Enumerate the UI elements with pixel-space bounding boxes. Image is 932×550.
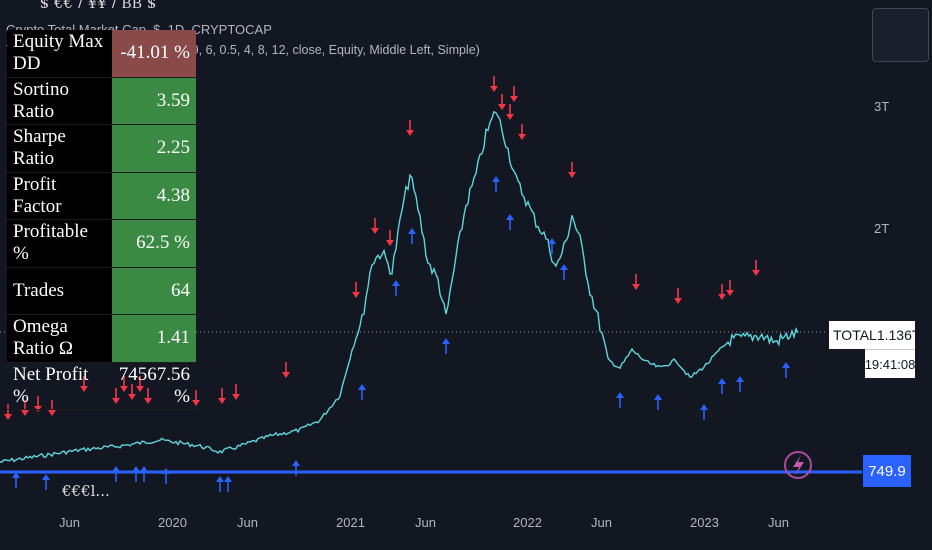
metric-label: Sharpe Ratio (7, 124, 113, 173)
buy-signal-arrow-head (224, 476, 232, 482)
sell-signal-arrow-head (568, 172, 576, 178)
buy-signal-arrow-head (492, 176, 500, 182)
sell-signal-arrow-head (518, 134, 526, 140)
time-axis-label: Jun (415, 515, 436, 530)
buy-signal-arrow-head (140, 466, 148, 472)
current-price-tag: TOTAL 1.136T 19:41:08 (829, 321, 920, 383)
metric-label: Trades (7, 267, 113, 315)
buy-signal-arrow-head (112, 466, 120, 472)
metric-label: Profitable % (7, 219, 113, 268)
sell-signal-arrow-head (218, 398, 226, 404)
time-axis-label: Jun (59, 515, 80, 530)
sell-signal-arrow-head (510, 96, 518, 102)
buy-signal-arrow-head (12, 472, 20, 478)
metrics-table: Equity Max DD -41.01 % Sortino Ratio 3.59 … (7, 30, 196, 410)
sell-signal-arrow-head (386, 240, 394, 246)
buy-signal-arrow-head (718, 378, 726, 384)
metric-label: Equity Max DD (7, 30, 113, 78)
sell-signal-arrow-head (632, 284, 640, 290)
buy-signal-arrow-head (442, 338, 450, 344)
sell-signal-arrow-head (371, 228, 379, 234)
buy-signal-arrow-head (216, 476, 224, 482)
time-axis-label: 2023 (690, 515, 719, 530)
metric-value: 3.59 (112, 77, 196, 125)
metric-value: 62.5 % (112, 219, 196, 268)
lightning-icon (793, 455, 804, 476)
metric-label: Profit Factor (7, 172, 113, 220)
buy-signal-arrow-head (506, 214, 514, 220)
buy-signal-arrow-head (560, 264, 568, 270)
sell-signal-arrow-head (506, 114, 514, 120)
price-axis-label: 2T (874, 221, 890, 236)
sell-signal-arrow-head (718, 294, 726, 300)
lightning-icon-ring (784, 451, 812, 479)
metric-value: 2.25 (112, 124, 196, 173)
price-line (0, 110, 799, 463)
time-axis-label: 2021 (336, 515, 365, 530)
time-axis-label: Jun (591, 515, 612, 530)
buy-signal-arrow-head (700, 404, 708, 410)
buy-signal-arrow-head (392, 280, 400, 286)
buy-signal-arrow-head (42, 474, 50, 480)
metric-label: Omega Ratio Ω (7, 314, 113, 363)
buy-signal-arrow-head (162, 468, 170, 474)
sell-signal-arrow-head (752, 270, 760, 276)
sell-signal-arrow-head (48, 410, 56, 416)
buy-signal-arrow-head (358, 384, 366, 390)
metric-label: Net Profit % (7, 362, 113, 410)
time-axis-label: 2022 (513, 515, 542, 530)
metric-value: -41.01 % (112, 30, 196, 78)
metric-value: 4.38 (112, 172, 196, 220)
buy-signal-arrow-head (408, 228, 416, 234)
current-price: 1.136T (876, 327, 921, 343)
metric-value: 64 (112, 267, 196, 315)
buy-signal-arrow-head (782, 362, 790, 368)
sell-signal-arrow-head (490, 86, 498, 92)
metric-label: Sortino Ratio (7, 77, 113, 125)
buy-signal-arrow-head (654, 394, 662, 400)
time-axis-label: Jun (768, 515, 789, 530)
metric-value: 74567.56 % (112, 362, 196, 410)
indicator-value-tag: 749.9 (863, 455, 911, 487)
price-axis-label: 3T (874, 99, 890, 114)
bar-countdown: 19:41:08 (865, 349, 915, 378)
sell-signal-arrow-head (726, 290, 734, 296)
sell-signal-arrow-head (674, 298, 682, 304)
buy-signal-arrow-head (132, 466, 140, 472)
sell-signal-arrow-head (21, 410, 29, 416)
chart-settings-box[interactable] (872, 8, 929, 62)
metric-value: 1.41 (112, 314, 196, 363)
sell-signal-arrow-head (232, 394, 240, 400)
table-footer-label: €€€l... (62, 482, 110, 500)
symbol-name: TOTAL (833, 327, 877, 343)
sell-signal-arrow-head (4, 414, 12, 420)
buy-signal-arrow-head (292, 460, 300, 466)
sell-signal-arrow-head (406, 130, 414, 136)
buy-signal-arrow-head (616, 392, 624, 398)
buy-signal-arrow-head (736, 376, 744, 382)
time-axis-label: 2020 (158, 515, 187, 530)
buy-signal-arrow-head (548, 238, 556, 244)
sell-signal-arrow-head (352, 292, 360, 298)
sell-signal-arrow-head (498, 104, 506, 110)
sell-signal-arrow-head (282, 372, 290, 378)
table-header-title: $ €€ / ¥¥ / ₿₿ $ (0, 0, 196, 8)
time-axis-label: Jun (237, 515, 258, 530)
